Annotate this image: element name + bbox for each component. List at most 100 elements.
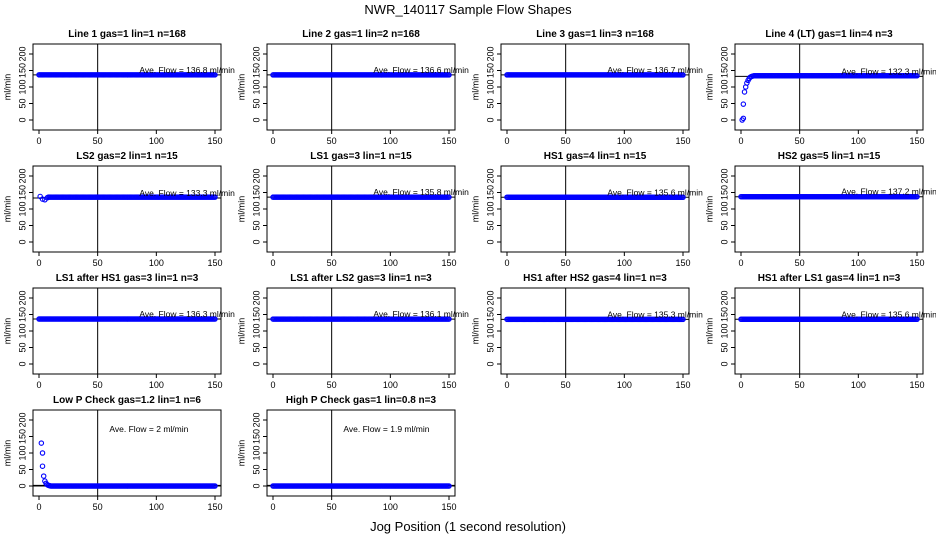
y-tick-label: 0 — [17, 483, 27, 488]
y-axis-label: ml/min — [236, 318, 246, 345]
x-tick-label: 100 — [617, 136, 632, 146]
average-flow-annotation: Ave. Flow = 1.9 ml/min — [343, 424, 429, 434]
x-tick-label: 150 — [675, 380, 690, 390]
data-point — [741, 89, 748, 95]
x-tick-label: 50 — [93, 258, 103, 268]
y-axis-label: ml/min — [2, 74, 12, 101]
y-tick-label: 50 — [17, 98, 27, 108]
y-tick-label: 150 — [17, 307, 27, 322]
x-tick-label: 150 — [675, 258, 690, 268]
panel-title: Low P Check gas=1.2 lin=1 n=6 — [53, 395, 201, 406]
y-tick-label: 100 — [719, 201, 729, 216]
y-tick-label: 100 — [17, 79, 27, 94]
data-point — [212, 483, 218, 489]
y-tick-label: 200 — [17, 290, 27, 305]
data-point — [212, 194, 218, 200]
y-tick-label: 150 — [485, 307, 495, 322]
y-tick-label: 50 — [719, 342, 729, 352]
y-tick-label: 100 — [485, 79, 495, 94]
y-tick-label: 150 — [719, 185, 729, 200]
y-tick-label: 0 — [485, 239, 495, 244]
data-points — [504, 72, 686, 78]
data-point — [39, 196, 46, 202]
plot-frame — [32, 43, 222, 131]
y-tick-label: 100 — [251, 201, 261, 216]
y-tick-label: 100 — [17, 323, 27, 338]
y-tick-label: 200 — [719, 290, 729, 305]
data-points — [738, 316, 920, 323]
data-point — [744, 80, 750, 86]
y-tick-label: 150 — [251, 185, 261, 200]
y-tick-label: 100 — [17, 201, 27, 216]
data-points — [504, 316, 686, 323]
y-tick-label: 50 — [485, 98, 495, 108]
y-axis-label: ml/min — [2, 440, 12, 467]
x-tick-label: 150 — [207, 258, 222, 268]
x-tick-label: 0 — [270, 380, 275, 390]
y-tick-label: 150 — [251, 429, 261, 444]
panel-12: HS1 after LS1 gas=4 lin=1 n=305010015020… — [704, 273, 936, 390]
data-point — [39, 463, 46, 469]
x-tick-label: 0 — [738, 380, 743, 390]
y-axis-label: ml/min — [236, 196, 246, 223]
data-points — [270, 194, 452, 200]
y-axis-label: ml/min — [236, 74, 246, 101]
panel-title: HS1 after HS2 gas=4 lin=1 n=3 — [523, 273, 667, 284]
y-tick-label: 100 — [719, 323, 729, 338]
x-tick-label: 100 — [383, 136, 398, 146]
y-tick-label: 200 — [485, 290, 495, 305]
x-tick-label: 50 — [93, 136, 103, 146]
data-point — [40, 473, 47, 479]
data-points — [38, 440, 218, 489]
y-tick-label: 0 — [251, 483, 261, 488]
x-tick-label: 100 — [149, 258, 164, 268]
y-tick-label: 200 — [485, 168, 495, 183]
y-tick-label: 150 — [251, 307, 261, 322]
data-point — [212, 72, 218, 78]
y-tick-label: 100 — [485, 323, 495, 338]
y-tick-label: 50 — [17, 464, 27, 474]
y-tick-label: 0 — [251, 117, 261, 122]
x-tick-label: 150 — [207, 502, 222, 512]
y-tick-label: 200 — [719, 46, 729, 61]
x-tick-label: 0 — [738, 258, 743, 268]
data-point — [446, 483, 452, 489]
average-flow-annotation: Ave. Flow = 136.1 ml/min — [373, 309, 469, 319]
plot-frame — [500, 43, 690, 131]
data-point — [914, 316, 920, 323]
x-tick-label: 100 — [383, 258, 398, 268]
y-axis-label: ml/min — [470, 318, 480, 345]
y-axis-label: ml/min — [470, 74, 480, 101]
plot-frame — [266, 165, 456, 253]
x-tick-label: 0 — [36, 502, 41, 512]
plot-frame — [500, 165, 690, 253]
average-flow-annotation: Ave. Flow = 135.8 ml/min — [373, 187, 469, 197]
y-axis-label: ml/min — [704, 196, 714, 223]
data-point — [740, 115, 747, 122]
data-points — [36, 72, 218, 78]
panel-title: LS1 after LS2 gas=3 lin=1 n=3 — [290, 273, 432, 284]
plot-frame — [266, 43, 456, 131]
x-tick-label: 0 — [270, 136, 275, 146]
panel-10: LS1 after LS2 gas=3 lin=1 n=305010015020… — [236, 273, 469, 390]
data-point — [680, 72, 686, 78]
panel-title: Line 1 gas=1 lin=1 n=168 — [68, 29, 186, 40]
x-tick-label: 150 — [207, 136, 222, 146]
y-tick-label: 0 — [251, 361, 261, 366]
data-point — [44, 195, 50, 201]
plot-frame — [266, 287, 456, 375]
data-points — [37, 193, 218, 203]
x-tick-label: 0 — [36, 136, 41, 146]
y-tick-label: 150 — [17, 429, 27, 444]
y-tick-label: 150 — [17, 63, 27, 78]
data-point — [446, 72, 452, 78]
x-tick-label: 0 — [738, 136, 743, 146]
data-point — [212, 316, 218, 322]
x-tick-label: 0 — [270, 258, 275, 268]
x-tick-label: 50 — [795, 258, 805, 268]
y-tick-label: 200 — [17, 46, 27, 61]
x-tick-label: 0 — [504, 380, 509, 390]
y-tick-label: 0 — [485, 361, 495, 366]
data-point — [49, 483, 55, 489]
